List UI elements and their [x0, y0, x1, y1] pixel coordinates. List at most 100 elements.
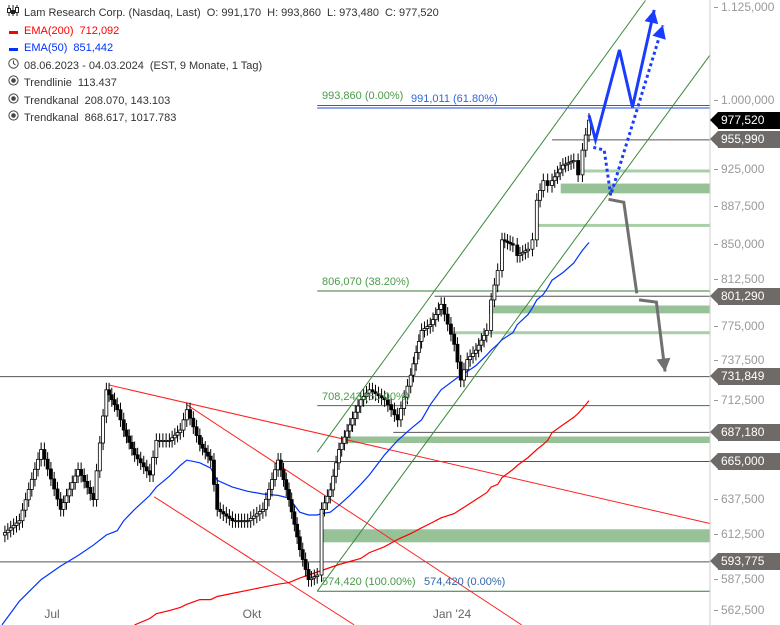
fib-label: 574,420 (100.00%) [322, 576, 416, 589]
trendline[interactable] [316, 0, 646, 453]
candle [411, 356, 416, 383]
candle [160, 433, 165, 448]
ema50-label: EMA(50) [24, 42, 68, 54]
scenario-arrow-solid[interactable] [587, 9, 656, 146]
candle [230, 511, 235, 528]
trendline[interactable] [108, 384, 711, 525]
candle [385, 392, 390, 412]
candle [218, 502, 223, 519]
candle [399, 401, 403, 427]
candle [184, 402, 189, 427]
red-line-icon [6, 23, 20, 41]
candle [191, 411, 196, 434]
candle [345, 423, 350, 445]
candle [239, 513, 244, 528]
candle [462, 362, 466, 388]
candle [370, 382, 375, 399]
candle [23, 492, 28, 518]
candle [270, 472, 274, 497]
candle [254, 506, 259, 524]
tool-label: Trendkanal [24, 112, 79, 124]
candle [555, 165, 560, 184]
legend-tool[interactable]: Trendkanal 868.617, 1017.783 [6, 110, 439, 128]
candle [281, 462, 286, 487]
fib-label: 574,420 (0.00%) [424, 576, 506, 589]
radio-icon[interactable] [6, 75, 20, 93]
candle [583, 127, 588, 158]
scenario-arrow-dotted[interactable] [592, 24, 665, 196]
candle [328, 482, 333, 504]
candle [91, 486, 96, 507]
trendline[interactable] [186, 404, 522, 625]
candle [138, 451, 143, 470]
candle [436, 302, 441, 322]
candle [433, 307, 438, 327]
candle [264, 492, 268, 517]
scenario-arrow-grey[interactable] [608, 197, 639, 294]
y-tick-label: 850,000 [713, 236, 765, 251]
candle [361, 389, 366, 407]
support-zone [488, 305, 710, 314]
candle [287, 482, 291, 507]
radio-icon[interactable] [6, 110, 20, 128]
ema50-value: 851,442 [73, 42, 114, 54]
legend-ema200[interactable]: EMA(200) 712,092 [6, 23, 439, 41]
candle [337, 442, 341, 470]
candle [538, 183, 542, 208]
candle [569, 154, 573, 170]
candle [500, 232, 504, 278]
candle [97, 435, 102, 478]
candle [175, 425, 180, 443]
candle [33, 462, 37, 487]
candle [292, 504, 297, 532]
candle [576, 153, 581, 182]
candle [339, 436, 344, 457]
legend-tool[interactable]: Trendlinie 113.437 [6, 75, 439, 93]
candle [515, 237, 520, 263]
fib-label: 806,070 (38.20%) [322, 276, 410, 288]
price-badge: 801,290 [710, 287, 780, 305]
trendline[interactable] [316, 54, 711, 592]
candle [471, 346, 475, 364]
support-line-zone [575, 169, 710, 173]
candles-settings-icon[interactable] [6, 5, 20, 23]
candle [248, 511, 253, 528]
candle [64, 488, 69, 510]
legend-tool[interactable]: Trendkanal 208.070, 143.103 [6, 92, 439, 111]
candle [550, 173, 554, 193]
candle [545, 173, 550, 193]
candle [151, 450, 155, 483]
candle [257, 504, 262, 521]
y-tick-label: 562,500 [713, 602, 765, 617]
candle [121, 412, 126, 438]
candle [178, 422, 183, 440]
y-tick-label: 637,500 [713, 491, 765, 506]
candle [107, 382, 111, 402]
candle [208, 449, 213, 468]
candle [373, 384, 378, 401]
candle [221, 504, 226, 521]
support-zone [345, 436, 710, 444]
tool-value: 208.070, 143.103 [84, 94, 171, 107]
legend-ema50[interactable]: EMA(50) 851,442 [6, 40, 439, 58]
support-line-zone [536, 223, 710, 227]
scenario-arrow-grey-arrow[interactable] [638, 298, 667, 372]
candle [334, 455, 338, 484]
candle [356, 398, 360, 420]
candle [224, 506, 229, 524]
candle [297, 529, 302, 557]
candle [251, 509, 256, 526]
support-zone [560, 183, 710, 194]
candle [534, 193, 539, 247]
close-value: C: 977,520 [384, 7, 439, 19]
candle [260, 502, 265, 519]
trendline[interactable] [153, 496, 355, 625]
x-tick-label: Jul [44, 607, 60, 621]
radio-icon[interactable] [6, 92, 20, 111]
candle [518, 246, 522, 263]
instrument-row: Lam Research Corp. (Nasdaq, Last) O: 991… [6, 5, 439, 23]
candle [278, 453, 283, 477]
candle [405, 379, 410, 405]
candle [70, 475, 75, 497]
